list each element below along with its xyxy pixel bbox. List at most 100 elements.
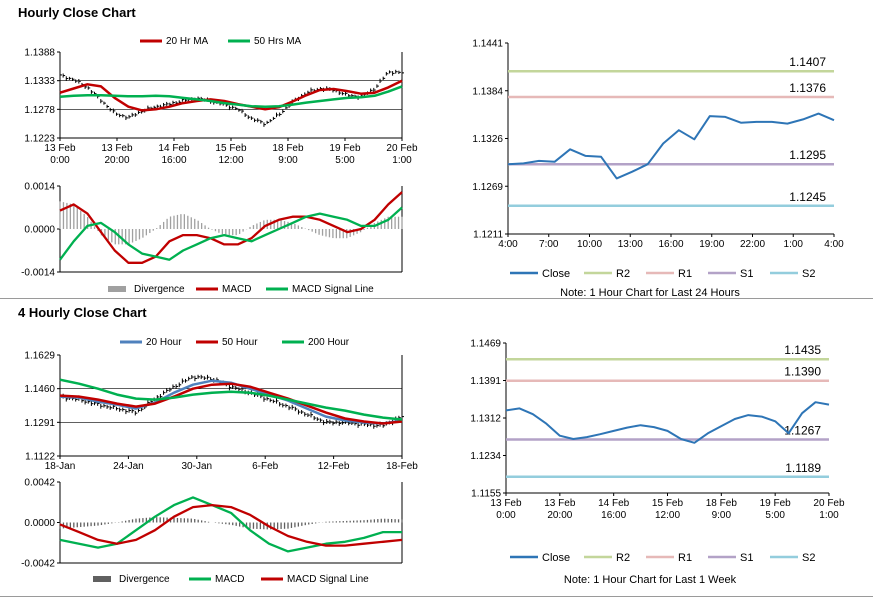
four-hourly-price-legend-label: 50 Hour [222, 337, 258, 348]
four-hourly-macd-y-tick-label: -0.0042 [21, 559, 55, 570]
hourly-levels-x-tick-label: 10:00 [577, 239, 602, 250]
four-hourly-price-x-tick-label: 18-Feb [386, 461, 418, 472]
four-hourly-levels-x-tick-label: 0:00 [496, 510, 516, 521]
four-hourly-levels-note: Note: 1 Hour Chart for Last 1 Week [564, 574, 737, 586]
four-hourly-levels-legend-label: Close [542, 552, 570, 564]
hourly-section-title: Hourly Close Chart [18, 5, 136, 20]
four-hourly-levels-x-tick-label: 16:00 [601, 510, 626, 521]
hourly-levels-legend-label: S1 [740, 268, 753, 280]
four-hourly-levels-r1-level-label: 1.1390 [784, 365, 821, 379]
hourly-price-y-tick-label: 1.1333 [24, 76, 55, 87]
hourly-levels-y-tick-label: 1.1441 [472, 39, 503, 50]
hourly-price-x-tick-label: 16:00 [161, 155, 186, 166]
hourly-levels-x-tick-label: 19:00 [699, 239, 724, 250]
four-hourly-levels-legend-label: R1 [678, 552, 692, 564]
hourly-levels-legend-label: Close [542, 268, 570, 280]
four-hourly-levels-x-tick-label: 15 Feb [652, 498, 684, 509]
hourly-price-x-tick-label: 1:00 [392, 155, 412, 166]
section-divider [0, 298, 873, 299]
hourly-levels-r1-level-label: 1.1376 [789, 81, 826, 95]
hourly-price-50-hrs-ma-line [59, 85, 403, 108]
four-hourly-macd-legend-swatch [93, 576, 111, 582]
hourly-macd-y-tick-label: 0.0014 [24, 182, 55, 193]
hourly-levels-close-line [507, 112, 835, 180]
hourly-price-20-hr-ma-line [59, 79, 403, 112]
hourly-price-x-tick-label: 13 Feb [44, 143, 76, 154]
four-hourly-levels-x-tick-label: 13 Feb [544, 498, 576, 509]
four-hourly-levels-legend-label: S2 [802, 552, 815, 564]
hourly-levels-s1-level-label: 1.1295 [789, 148, 826, 162]
hourly-levels-y-tick-label: 1.1384 [472, 86, 503, 97]
hourly-levels-y-tick-label: 1.1269 [472, 182, 503, 193]
hourly-price-x-tick-label: 19 Feb [329, 143, 361, 154]
four-hourly-macd-legend-label: Divergence [119, 574, 170, 585]
four-hourly-levels-y-tick-label: 1.1234 [470, 451, 501, 462]
hourly-levels-s2-level-label: 1.1245 [789, 190, 826, 204]
hourly-price-x-tick-label: 20:00 [104, 155, 129, 166]
four-hourly-levels-y-tick-label: 1.1469 [470, 339, 501, 350]
hourly-levels-legend-label: R2 [616, 268, 630, 280]
four-hourly-price-y-tick-label: 1.1460 [24, 384, 55, 395]
four-hourly-levels-x-tick-label: 20 Feb [813, 498, 845, 509]
hourly-macd-y-tick-label: -0.0014 [21, 268, 55, 279]
four-hourly-macd-y-tick-label: 0.0042 [24, 478, 55, 489]
hourly-levels-x-tick-label: 1:00 [784, 239, 804, 250]
four-hourly-levels-x-tick-label: 18 Feb [706, 498, 738, 509]
four-hourly-levels-x-tick-label: 14 Feb [598, 498, 630, 509]
hourly-levels-x-tick-label: 4:00 [824, 239, 844, 250]
four-hourly-section-title: 4 Hourly Close Chart [18, 305, 147, 320]
four-hourly-price-x-tick-label: 12-Feb [318, 461, 350, 472]
four-hourly-price-legend-label: 200 Hour [308, 337, 350, 348]
four-hourly-levels-y-tick-label: 1.1312 [470, 414, 501, 425]
four-hourly-price-x-tick-label: 30-Jan [182, 461, 213, 472]
hourly-price-y-tick-label: 1.1278 [24, 105, 55, 116]
four-hourly-macd-y-tick-label: 0.0000 [24, 518, 55, 529]
four-hourly-levels-x-tick-label: 5:00 [765, 510, 785, 521]
hourly-levels-note: Note: 1 Hour Chart for Last 24 Hours [560, 287, 740, 299]
four-hourly-price-x-tick-label: 24-Jan [113, 461, 144, 472]
hourly-levels-x-tick-label: 22:00 [740, 239, 765, 250]
four-hourly-price-y-tick-label: 1.1122 [25, 452, 55, 463]
four-hourly-levels-s2-level-label: 1.1189 [785, 461, 821, 475]
hourly-price-x-tick-label: 12:00 [218, 155, 243, 166]
hourly-levels-x-tick-label: 13:00 [618, 239, 643, 250]
four-hourly-levels-y-tick-label: 1.1155 [471, 489, 501, 500]
hourly-price-x-tick-label: 5:00 [335, 155, 355, 166]
hourly-price-y-tick-label: 1.1388 [24, 48, 55, 59]
four-hourly-macd-legend-label: MACD [215, 574, 244, 585]
four-hourly-levels-x-tick-label: 19 Feb [760, 498, 792, 509]
four-hourly-levels-x-tick-label: 1:00 [819, 510, 839, 521]
hourly-levels-legend-label: S2 [802, 268, 815, 280]
four-hourly-price-200-hour-line [59, 378, 403, 421]
four-hourly-price-y-tick-label: 1.1629 [24, 351, 55, 362]
hourly-macd-legend-swatch [108, 286, 126, 292]
hourly-levels-legend-label: R1 [678, 268, 692, 280]
hourly-levels-x-tick-label: 4:00 [498, 239, 518, 250]
four-hourly-price-x-tick-label: 6-Feb [252, 461, 279, 472]
hourly-levels-y-tick-label: 1.1326 [472, 134, 503, 145]
four-hourly-levels-x-tick-label: 9:00 [712, 510, 732, 521]
hourly-price-x-tick-label: 9:00 [278, 155, 298, 166]
hourly-price-x-tick-label: 20 Feb [386, 143, 418, 154]
four-hourly-levels-x-tick-label: 12:00 [655, 510, 680, 521]
hourly-price-x-tick-label: 0:00 [50, 155, 70, 166]
hourly-price-x-tick-label: 15 Feb [215, 143, 247, 154]
hourly-macd-macd-line [59, 191, 403, 264]
hourly-macd-legend-label: MACD [222, 284, 251, 295]
four-hourly-levels-x-tick-label: 20:00 [547, 510, 572, 521]
four-hourly-levels-x-tick-label: 13 Feb [490, 498, 522, 509]
hourly-price-x-tick-label: 13 Feb [101, 143, 133, 154]
four-hourly-price-legend-label: 20 Hour [146, 337, 182, 348]
four-hourly-price-y-tick-label: 1.1291 [24, 418, 55, 429]
hourly-price-x-tick-label: 18 Feb [272, 143, 304, 154]
hourly-macd-y-tick-label: 0.0000 [24, 225, 55, 236]
hourly-macd-legend-label: MACD Signal Line [292, 284, 374, 295]
bottom-divider [0, 596, 873, 597]
four-hourly-levels-r2-level-label: 1.1435 [784, 343, 821, 357]
hourly-macd-macd-signal-line-line [59, 206, 403, 261]
four-hourly-macd-macd-signal-line-line [59, 503, 403, 547]
four-hourly-levels-y-tick-label: 1.1391 [470, 376, 501, 387]
hourly-macd-legend-label: Divergence [134, 284, 185, 295]
hourly-levels-y-tick-label: 1.1211 [473, 230, 503, 241]
